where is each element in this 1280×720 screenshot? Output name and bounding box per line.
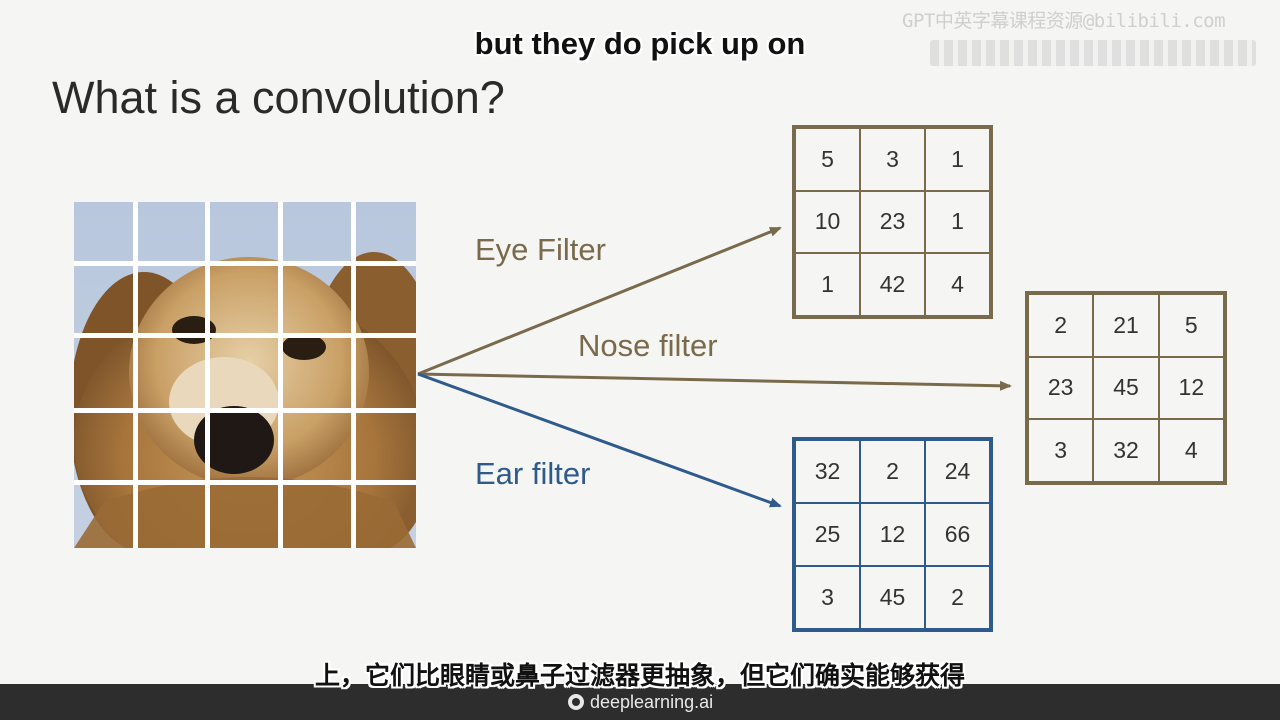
matrix-cell: 23: [1028, 356, 1094, 420]
matrix-cell: 12: [860, 503, 925, 566]
matrix-cell: 1: [795, 253, 860, 316]
matrix-cell: 12: [1158, 356, 1224, 420]
ear-filter-label: Ear filter: [475, 456, 591, 491]
matrix-cell: 2: [860, 440, 925, 503]
matrix-cell: 24: [925, 440, 990, 503]
dog-image: [74, 202, 416, 548]
subtitle-english: but they do pick up on: [474, 26, 806, 61]
grid-line: [74, 480, 416, 485]
grid-line: [74, 408, 416, 413]
matrix-cell: 2: [925, 566, 990, 629]
matrix-cell: 1: [925, 190, 990, 254]
brand-footer: deeplearning.ai: [568, 691, 713, 713]
deeplearning-logo-icon: [568, 694, 584, 710]
eye-filter-arrow: [417, 226, 782, 376]
matrix-cell: 3: [860, 128, 925, 191]
eye-filter-matrix: 5 3 1 10 23 1 1 42 4: [792, 125, 993, 319]
nose-filter-matrix: 2 21 5 23 45 12 3 32 4: [1025, 291, 1227, 485]
nose-filter-label: Nose filter: [578, 328, 718, 363]
grid-line: [74, 333, 416, 338]
matrix-cell: 32: [795, 440, 860, 503]
matrix-cell: 66: [925, 503, 990, 566]
matrix-cell: 1: [925, 128, 990, 191]
slide-title: What is a convolution?: [52, 72, 505, 123]
matrix-cell: 45: [1093, 356, 1159, 420]
subtitle-chinese: 上，它们比眼睛或鼻子过滤器更抽象，但它们确实能够获得: [314, 661, 965, 690]
matrix-cell: 4: [1158, 419, 1224, 482]
matrix-cell: 5: [1158, 294, 1224, 357]
watermark-blur: [930, 40, 1256, 66]
matrix-cell: 4: [925, 253, 990, 316]
brand-name: deeplearning.ai: [590, 691, 714, 712]
eye-filter-label: Eye Filter: [475, 232, 606, 267]
grid-line: [278, 202, 283, 548]
matrix-cell: 10: [795, 190, 860, 254]
footer-bar: [0, 684, 1280, 720]
matrix-cell: 45: [860, 566, 925, 629]
matrix-cell: 25: [795, 503, 860, 566]
ear-filter-arrow: [417, 372, 782, 508]
grid-line: [205, 202, 210, 548]
matrix-cell: 5: [795, 128, 860, 191]
ear-filter-matrix: 32 2 24 25 12 66 3 45 2: [792, 437, 993, 632]
grid-line: [351, 202, 356, 548]
matrix-cell: 42: [860, 253, 925, 316]
grid-line: [74, 261, 416, 266]
grid-line: [133, 202, 138, 548]
matrix-cell: 21: [1093, 294, 1159, 357]
watermark-text: GPT中英字幕课程资源@bilibili.com: [902, 10, 1226, 32]
matrix-cell: 32: [1093, 419, 1159, 482]
matrix-cell: 3: [1028, 419, 1094, 482]
matrix-cell: 23: [860, 190, 925, 254]
nose-filter-arrow: [417, 372, 1012, 391]
matrix-cell: 3: [795, 566, 860, 629]
matrix-cell: 2: [1028, 294, 1094, 357]
